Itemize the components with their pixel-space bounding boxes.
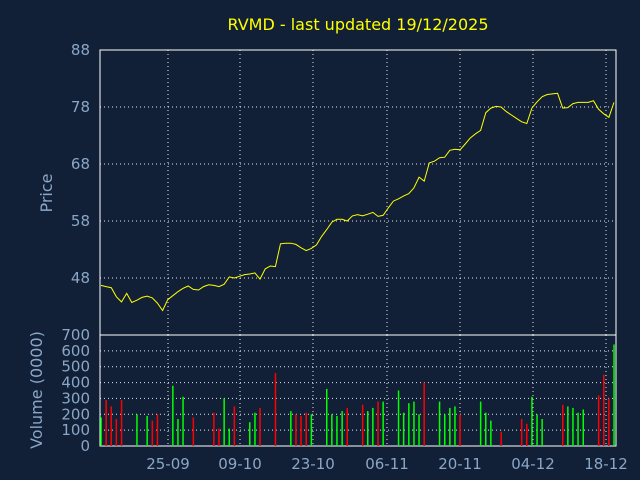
price-tick-label: 78 (71, 98, 90, 116)
volume-bar (254, 412, 256, 446)
volume-bar (449, 407, 451, 446)
volume-bar (136, 414, 138, 446)
volume-bar (300, 415, 302, 446)
volume-tick-label: 500 (61, 358, 90, 376)
volume-bar (295, 414, 297, 446)
volume-bar (156, 414, 159, 446)
volume-tick-label: 100 (61, 421, 90, 439)
volume-tick-label: 700 (61, 326, 90, 344)
volume-bar (274, 373, 277, 446)
volume-bar (361, 404, 364, 446)
volume-bar (105, 400, 107, 446)
volume-bar (613, 344, 615, 446)
volume-axis-label: Volume (0000) (27, 331, 46, 449)
volume-bar (213, 412, 215, 446)
x-tick-label: 18-12 (584, 455, 628, 473)
volume-bar (418, 414, 420, 446)
volume-bar (479, 401, 482, 446)
volume-bar (382, 401, 384, 446)
price-tick-label: 48 (71, 269, 90, 287)
volume-bar (541, 419, 543, 446)
volume-bar (305, 412, 307, 446)
price-tick-label: 58 (71, 212, 90, 230)
chart-title: RVMD - last updated 19/12/2025 (227, 15, 488, 34)
volume-bar (182, 396, 184, 446)
x-tick-label: 06-11 (365, 455, 409, 473)
price-axis-label: Price (37, 173, 56, 212)
volume-bar (526, 423, 528, 446)
volume-bar (259, 407, 261, 446)
volume-bar (582, 409, 584, 446)
volume-bar (608, 398, 610, 446)
x-axis-ticks: 25-09 09-10 23-10 06-11 20-11 04-12 18-12 (146, 455, 628, 473)
volume-bar (567, 406, 569, 446)
volume-bar (438, 401, 441, 446)
x-tick-label: 09-10 (218, 455, 262, 473)
volume-bar (423, 382, 425, 446)
volume-bar (377, 401, 379, 446)
volume-bar (454, 406, 456, 446)
volume-tick-label: 0 (80, 437, 90, 455)
volume-bar (603, 374, 605, 446)
volume-tick-label: 600 (61, 342, 90, 360)
volume-bar (336, 415, 338, 446)
x-tick-label: 25-09 (146, 455, 190, 473)
x-tick-label: 20-11 (438, 455, 482, 473)
volume-bar (597, 395, 600, 446)
volume-bar (577, 412, 579, 446)
volume-bar (331, 414, 333, 446)
x-tick-label: 04-12 (511, 455, 555, 473)
volume-bar (402, 412, 405, 446)
volume-bar (500, 431, 502, 446)
volume-bar (367, 411, 369, 446)
price-panel: 88 78 68 58 48 Price (37, 41, 617, 336)
price-y-ticks: 88 78 68 58 48 (71, 41, 90, 287)
volume-bar (100, 417, 102, 446)
volume-tick-label: 200 (61, 405, 90, 423)
volume-bar (151, 420, 154, 446)
volume-bar (223, 398, 225, 446)
volume-bar (172, 385, 174, 446)
volume-bar (408, 403, 410, 446)
volume-bar (249, 422, 251, 446)
volume-bar (531, 396, 533, 446)
volume-bar (397, 390, 400, 446)
volume-bar (459, 414, 461, 446)
volume-bar (572, 407, 574, 446)
volume-bar (233, 406, 236, 446)
volume-bar (218, 428, 220, 446)
volume-bar (228, 428, 230, 446)
volume-bar (146, 415, 148, 446)
volume-bar (444, 414, 446, 446)
price-tick-label: 88 (71, 41, 90, 59)
volume-bar (485, 412, 487, 446)
volume-bar (346, 407, 348, 446)
x-tick-label: 23-10 (291, 455, 335, 473)
volume-bar (341, 411, 343, 446)
volume-bar (520, 419, 523, 446)
volume-bar (290, 411, 292, 446)
volume-bar (115, 419, 118, 446)
volume-bar (326, 388, 328, 446)
volume-bar (562, 404, 564, 446)
volume-bar (310, 414, 313, 446)
volume-bars (100, 344, 615, 446)
volume-tick-label: 400 (61, 374, 90, 392)
volume-bar (177, 419, 179, 446)
volume-bar (490, 420, 492, 446)
price-series-line (100, 92, 615, 312)
volume-tick-label: 300 (61, 389, 90, 407)
volume-bar (413, 401, 415, 446)
volume-bar (110, 406, 112, 446)
volume-bar (372, 407, 374, 446)
volume-bar (536, 414, 538, 446)
volume-bar (120, 400, 123, 446)
volume-plot-frame (99, 334, 617, 447)
price-tick-label: 68 (71, 155, 90, 173)
volume-bar (192, 417, 195, 446)
